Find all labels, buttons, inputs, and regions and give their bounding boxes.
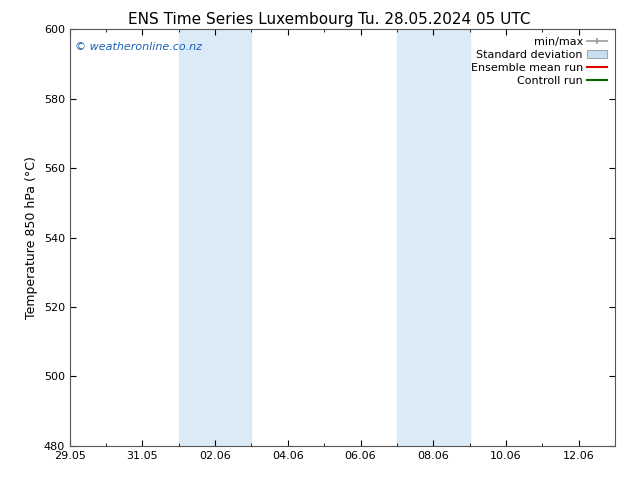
Text: Tu. 28.05.2024 05 UTC: Tu. 28.05.2024 05 UTC: [358, 12, 530, 27]
Bar: [397, 29, 470, 446]
Text: ENS Time Series Luxembourg: ENS Time Series Luxembourg: [128, 12, 354, 27]
Y-axis label: Temperature 850 hPa (°C): Temperature 850 hPa (°C): [25, 156, 38, 319]
Bar: [179, 29, 252, 446]
Text: © weatheronline.co.nz: © weatheronline.co.nz: [75, 42, 202, 52]
Legend: min/max, Standard deviation, Ensemble mean run, Controll run: min/max, Standard deviation, Ensemble me…: [466, 33, 612, 90]
